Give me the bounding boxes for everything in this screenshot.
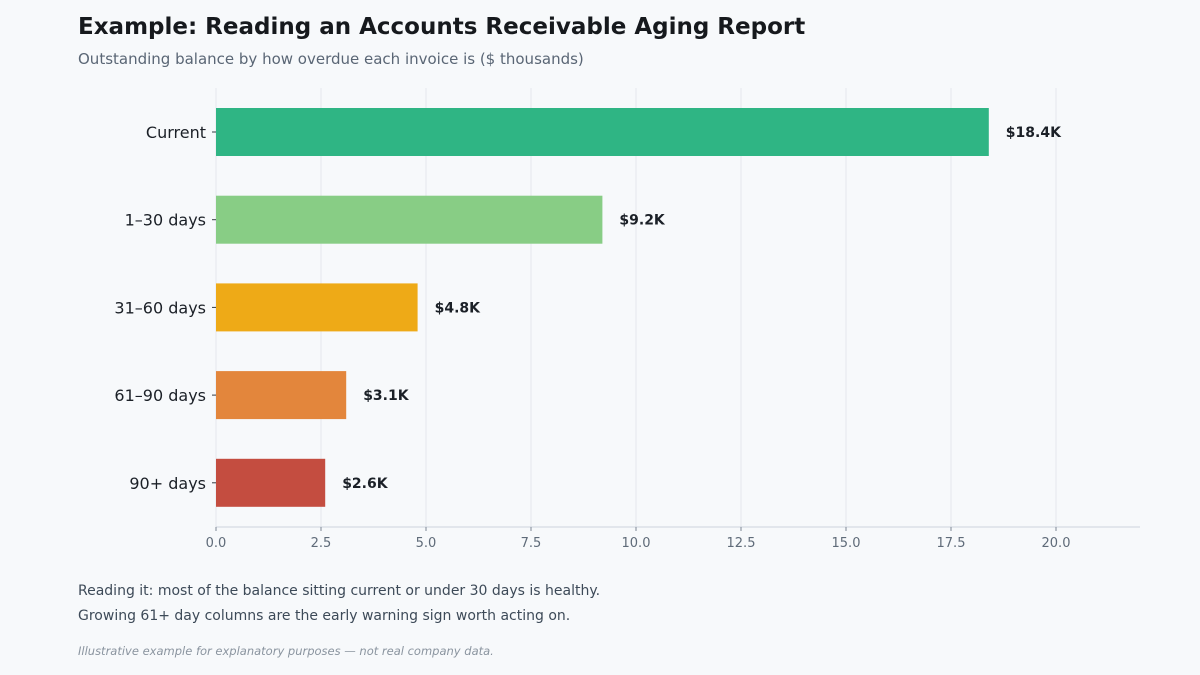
bar bbox=[216, 195, 603, 244]
data-label: $18.4K bbox=[1006, 125, 1062, 141]
chart-subtitle: Outstanding balance by how overdue each … bbox=[78, 50, 584, 68]
category-label: Current bbox=[146, 123, 206, 142]
data-label: $3.1K bbox=[363, 388, 410, 404]
data-label: $9.2K bbox=[619, 213, 666, 229]
x-tick-label: 7.5 bbox=[521, 536, 542, 551]
disclaimer-text: Illustrative example for explanatory pur… bbox=[78, 644, 494, 658]
x-tick-label: 5.0 bbox=[416, 536, 437, 551]
bar bbox=[216, 371, 347, 420]
x-tick-label: 20.0 bbox=[1042, 536, 1071, 551]
x-tick-label: 10.0 bbox=[622, 536, 651, 551]
reading-note-line-1: Reading it: most of the balance sitting … bbox=[78, 583, 601, 599]
data-label: $2.6K bbox=[342, 476, 389, 492]
chart-title: Example: Reading an Accounts Receivable … bbox=[78, 14, 806, 40]
bar bbox=[216, 108, 989, 156]
bar bbox=[216, 458, 326, 507]
bar bbox=[216, 283, 418, 332]
data-label: $4.8K bbox=[435, 300, 482, 316]
x-tick-label: 0.0 bbox=[206, 536, 227, 551]
reading-note-line-2: Growing 61+ day columns are the early wa… bbox=[78, 608, 571, 624]
category-label: 61–90 days bbox=[114, 386, 206, 405]
x-tick-label: 12.5 bbox=[727, 536, 756, 551]
category-label: 1–30 days bbox=[125, 211, 206, 230]
x-tick-label: 2.5 bbox=[311, 536, 332, 551]
category-label: 31–60 days bbox=[114, 298, 206, 317]
x-tick-label: 17.5 bbox=[937, 536, 966, 551]
category-label: 90+ days bbox=[129, 474, 206, 493]
x-tick-label: 15.0 bbox=[832, 536, 861, 551]
